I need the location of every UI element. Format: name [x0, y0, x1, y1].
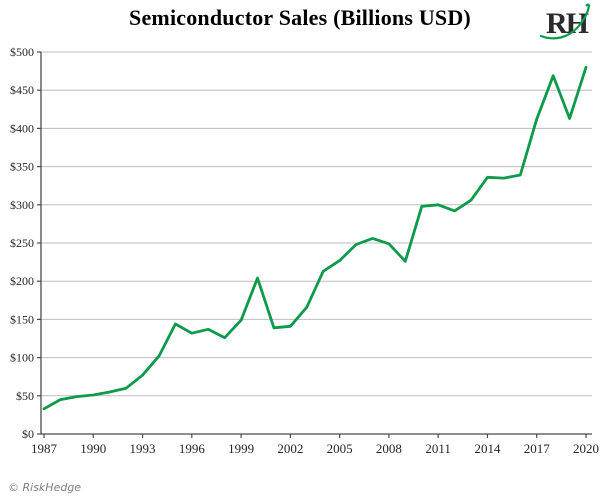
x-tick-label: 1987 — [31, 441, 58, 456]
y-tick-label: $500 — [10, 45, 34, 59]
y-tick-label: $0 — [22, 427, 34, 441]
y-tick-label: $250 — [10, 236, 34, 250]
y-tick-label: $300 — [10, 198, 34, 212]
y-tick-label: $50 — [16, 389, 34, 403]
x-tick-label: 1996 — [179, 441, 206, 456]
x-tick-label: 2020 — [573, 441, 599, 456]
x-tick-label: 2011 — [425, 441, 451, 456]
y-tick-label: $100 — [10, 351, 34, 365]
sales-line-chart: $0 $50 $100 $150 $200 $250 $300 $350 $400 $450 $50… — [10, 45, 599, 456]
y-tick-label: $150 — [10, 312, 34, 326]
x-tick-label: 1990 — [80, 441, 106, 456]
y-tick-label: $400 — [10, 121, 34, 135]
x-tick-label: 2008 — [376, 441, 402, 456]
x-tick-label: 1993 — [130, 441, 156, 456]
y-tick-label: $450 — [10, 83, 34, 97]
y-tick-label: $350 — [10, 160, 34, 174]
footer-copyright: © RiskHedge — [8, 481, 82, 494]
logo-swoosh-icon — [539, 3, 591, 40]
x-tick-label: 2017 — [524, 441, 551, 456]
x-tick-label: 2002 — [277, 441, 303, 456]
x-tick-label: 1999 — [228, 441, 254, 456]
x-tick-label: 2005 — [327, 441, 353, 456]
riskhedge-logo: RH — [539, 3, 591, 40]
chart-title: Semiconductor Sales (Billions USD) — [129, 5, 471, 30]
y-tick-label: $200 — [10, 274, 34, 288]
sales-line — [42, 65, 588, 411]
x-tick-label: 2014 — [474, 441, 501, 456]
